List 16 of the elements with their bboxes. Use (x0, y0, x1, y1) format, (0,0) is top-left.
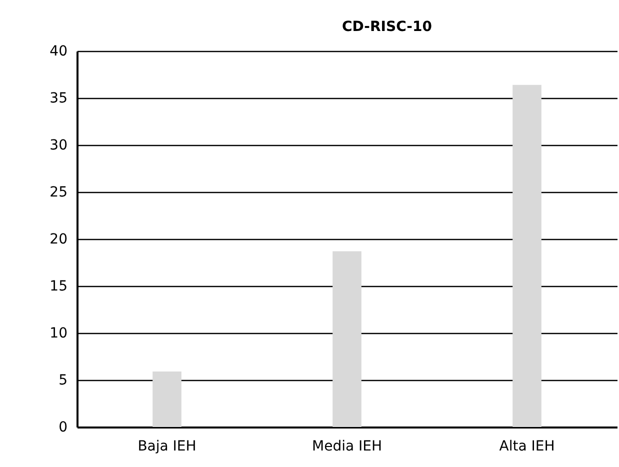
x-tick-label: Alta IEH (499, 438, 555, 454)
x-tick-label: Media IEH (312, 438, 382, 454)
y-tick-label: 30 (50, 138, 68, 154)
chart-title: CD-RISC-10 (342, 19, 432, 35)
y-tick-label: 10 (50, 326, 68, 342)
y-tick-label: 0 (58, 420, 68, 436)
y-tick-label: 5 (58, 372, 68, 388)
bar (332, 251, 362, 427)
y-tick-label: 40 (50, 44, 68, 60)
bar (152, 372, 182, 427)
bar (512, 84, 542, 427)
y-tick-label: 25 (50, 184, 68, 200)
x-tick-label: Baja IEH (138, 438, 196, 454)
y-tick-label: 15 (50, 278, 68, 294)
y-tick-label: 20 (50, 232, 68, 248)
y-tick-label: 35 (50, 90, 68, 106)
